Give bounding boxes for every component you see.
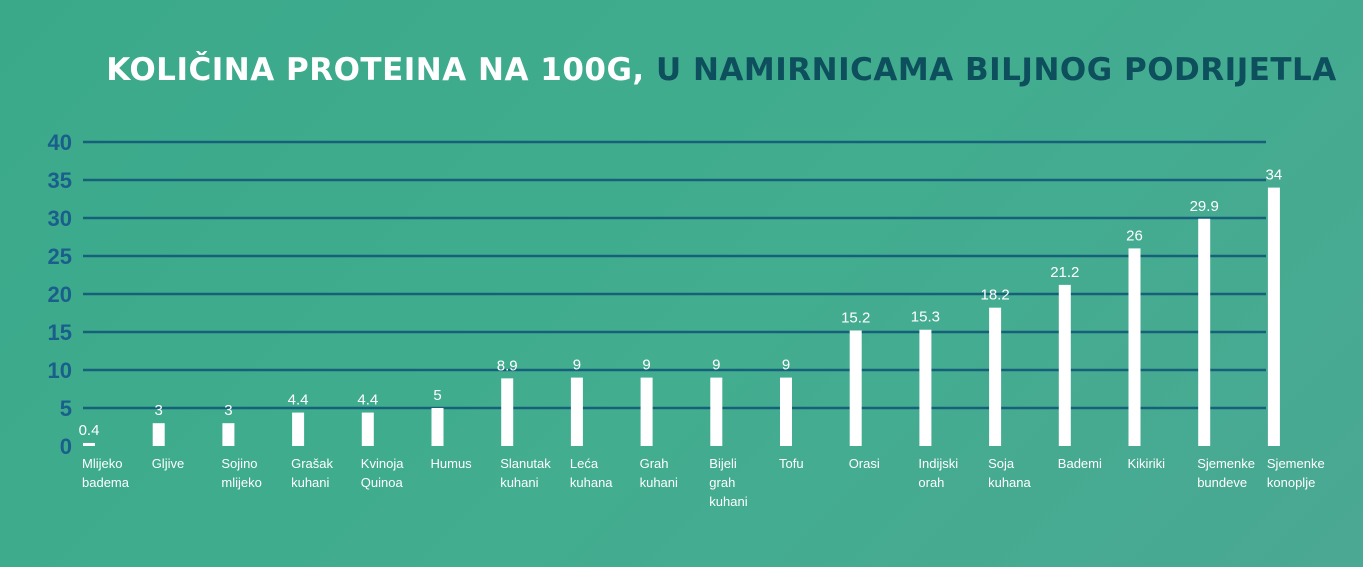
value-label: 5 [433,387,441,404]
value-label: 3 [224,402,232,419]
category-label: Mlijeko badema [82,456,130,490]
bar [1128,248,1141,446]
y-tick-label: 5 [60,396,72,421]
value-label: 18.2 [980,287,1009,304]
value-label: 8.9 [497,357,518,374]
category-label: Sojino mlijeko [221,456,261,490]
category-label: Gljive [152,456,185,471]
value-label: 15.2 [841,309,870,326]
bar [919,329,932,446]
bar [292,412,305,446]
value-label: 9 [782,357,790,374]
category-label: Indijski orah [918,456,958,490]
category-label: Slanutak kuhani [500,456,551,490]
category-label: Humus [431,456,473,471]
bar [1198,218,1211,446]
value-label: 34 [1266,167,1283,184]
chart-title-part2: U NAMIRNICAMA BILJNOG PODRIJETLA [655,52,1337,88]
value-label: 4.4 [357,392,378,409]
bar [501,378,514,446]
bar [431,408,444,446]
chart-title: KOLIČINA PROTEINA NA 100G, U NAMIRNICAMA… [0,52,1363,88]
bar [849,330,862,446]
value-label: 0.4 [79,422,100,439]
value-label: 4.4 [288,392,309,409]
category-label: Kvinoja Quinoa [361,456,404,490]
bar [83,442,95,446]
category-label: Soja kuhana [988,456,1031,490]
value-label: 9 [712,357,720,374]
bar [222,423,235,446]
category-label: Bijeli grah kuhani [709,456,747,509]
bar [361,412,374,446]
category-label: Tofu [779,456,804,471]
bar [1058,284,1071,446]
category-label: Sjemenke bundeve [1197,456,1255,490]
y-tick-label: 10 [48,358,72,383]
category-label: Grašak kuhani [291,456,333,490]
bar [570,377,583,446]
value-label: 9 [573,357,581,374]
value-label: 15.3 [911,309,940,326]
bar [152,423,165,446]
y-tick-label: 25 [48,244,72,269]
bar [640,377,653,446]
category-label: Sjemenke konoplje [1267,456,1325,490]
y-tick-label: 40 [48,130,72,155]
value-label: 9 [642,357,650,374]
bar [989,307,1002,446]
value-label: 29.9 [1190,198,1219,215]
category-label: Grah kuhani [640,456,678,490]
category-label: Leća kuhana [570,456,613,490]
value-label: 21.2 [1050,264,1079,281]
chart-title-part1: KOLIČINA PROTEINA NA 100G, [106,52,645,88]
y-tick-label: 15 [48,320,72,345]
value-label: 3 [155,402,163,419]
y-tick-label: 30 [48,206,72,231]
value-label: 26 [1126,227,1143,244]
y-tick-label: 0 [60,434,72,459]
category-label: Kikiriki [1128,456,1166,471]
y-tick-label: 20 [48,282,72,307]
y-tick-label: 35 [48,168,72,193]
category-label: Bademi [1058,456,1102,471]
bar [710,377,723,446]
category-label: Orasi [849,456,880,471]
bar [1267,187,1280,446]
bar [780,377,792,446]
